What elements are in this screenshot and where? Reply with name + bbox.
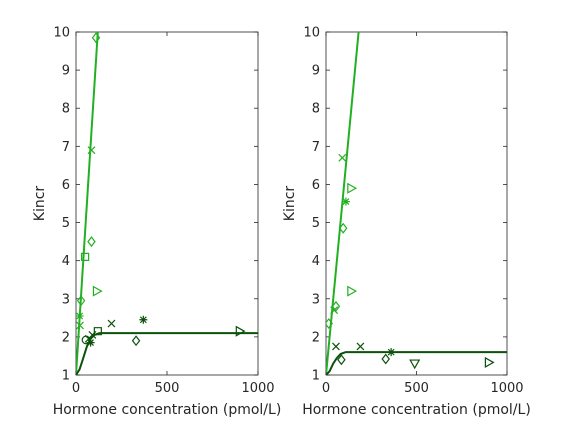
right-data-point-triangle-down [409,359,421,370]
right-plot-panel: 1 2 3 4 5 6 7 8 9 10 0 500 1000 Hormone concentration… [282,26,531,419]
right-data-point-triangle-right [484,356,495,368]
left-x-tick-label: 0 [72,381,80,396]
left-y-tick-label: 9 [62,64,70,79]
right-data-point-x [338,153,347,162]
left-data-point-triangle-right [92,285,103,297]
left-data-point-diamond [76,295,86,307]
left-y-tick-label: 6 [62,178,70,193]
right-data-point-diamond [381,353,390,365]
right-data-point-triangle-right [347,182,358,194]
left-x-axis-label: Hormone concentration (pmol/L) [53,402,282,418]
right-x-tick-label: 1000 [490,381,523,396]
left-y-tick-label: 2 [62,330,70,345]
right-data-point-diamond [326,318,333,330]
right-y-tick-label: 3 [312,292,320,307]
right-y-tick-label: 4 [312,254,320,269]
right-y-axis-label: Kincr [282,186,298,222]
right-y-tick-label: 6 [312,178,320,193]
left-x-tick-label: 1000 [241,381,274,396]
left-y-tick-label: 8 [62,102,70,117]
left-data-point-square [81,252,90,261]
left-data-point-diamond [87,236,96,248]
right-fit-line-light [326,32,360,375]
left-y-tick-label: 5 [62,216,70,231]
right-x-tick-label: 500 [404,381,429,396]
left-y-tick-label: 10 [53,26,70,41]
left-y-tick-label: 3 [62,292,70,307]
left-data-point-triangle-right [235,325,246,337]
right-y-tick-label: 10 [303,26,320,41]
right-y-tick-label: 8 [312,102,320,117]
left-data-point-star [86,338,95,347]
right-data-point-x [330,306,339,315]
right-y-tick-label: 1 [312,369,320,384]
right-y-tick-label: 2 [312,330,320,345]
left-plot-area [76,32,258,375]
left-data-point-diamond [91,32,101,44]
left-y-tick-label: 4 [62,254,70,269]
right-data-point-diamond [337,354,346,366]
right-fit-line-dark [326,351,507,375]
left-y-tick-label: 1 [62,369,70,384]
left-plot-panel: 1 2 3 4 5 6 7 8 9 10 0 500 1000 Hormone concentration… [32,26,281,419]
right-x-axis-label: Hormone concentration (pmol/L) [302,402,531,418]
right-data-point-diamond [331,300,341,312]
left-data-point-star [139,315,148,324]
left-x-tick-label: 500 [155,381,180,396]
right-data-point-diamond [338,222,348,234]
left-data-point-star [76,311,84,320]
right-plot-area [326,32,507,375]
right-x-tick-label: 0 [322,381,330,396]
right-y-tick-label: 5 [312,216,320,231]
right-y-tick-label: 7 [312,140,320,155]
right-data-point-star [387,348,396,357]
left-data-point-diamond [131,335,141,347]
left-y-tick-label: 7 [62,140,70,155]
left-data-point-x [107,319,116,328]
right-y-tick-label: 9 [312,64,320,79]
left-y-axis-label: Kincr [32,186,48,222]
left-data-point-x [76,321,84,330]
left-data-point-square [93,327,102,336]
left-data-point-x [87,146,96,155]
right-data-point-x [332,342,340,351]
right-data-point-star [341,197,350,206]
right-data-point-triangle-right [347,285,358,297]
right-data-point-x [356,342,365,351]
